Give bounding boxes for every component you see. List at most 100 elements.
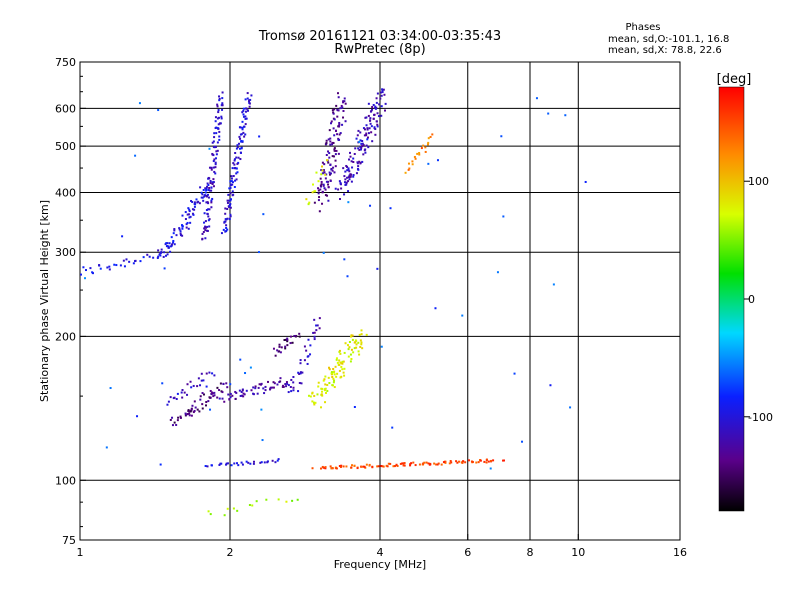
data-point [211,197,214,200]
data-point [166,245,169,248]
data-point [356,161,359,164]
data-point [242,113,245,116]
data-point [157,109,160,112]
data-point [321,169,324,172]
data-point [321,387,324,390]
data-point [196,408,199,411]
data-point [216,103,219,106]
data-point [223,514,226,517]
data-point [286,337,289,340]
data-point [221,397,224,400]
data-point [342,371,345,374]
data-point [221,391,224,394]
data-point [331,155,334,158]
data-point [391,426,394,429]
data-point [389,207,392,210]
data-point [175,234,178,237]
data-point [369,117,372,120]
data-point [354,147,357,150]
data-point [330,467,333,470]
data-point [83,277,86,280]
data-point [231,183,234,186]
data-point [411,160,414,163]
data-point [485,461,488,464]
data-point [203,195,206,198]
data-point [206,182,209,185]
data-point [245,117,248,120]
data-point [461,314,464,317]
data-point [205,229,208,232]
data-point [321,191,324,194]
data-point [338,359,341,362]
data-point [191,201,194,204]
data-point [375,97,378,100]
data-point [309,353,312,356]
data-point [276,459,279,462]
data-point [343,258,346,261]
data-point [309,344,312,347]
data-point [242,395,245,398]
data-point [334,159,337,162]
data-point [327,376,330,379]
data-point [193,208,196,211]
data-point [260,382,263,385]
data-point [285,385,288,388]
data-point [535,97,538,100]
data-point [333,149,336,152]
data-point [230,175,233,178]
x-tick-label: 10 [571,546,585,559]
data-point [213,170,216,173]
data-point [211,183,214,186]
data-point [225,382,228,385]
data-point [292,381,295,384]
data-point [218,95,221,98]
data-point [317,180,320,183]
data-point [218,135,221,138]
data-point [198,410,201,413]
data-point [272,381,275,384]
data-point [208,208,211,211]
data-point [338,369,341,372]
data-points [80,88,587,517]
data-point [286,340,289,343]
data-point [341,362,344,365]
data-point [344,183,347,186]
data-point [353,405,356,408]
data-point [236,509,239,512]
data-point [337,137,340,140]
data-point [234,152,237,155]
data-point [328,171,331,174]
data-point [240,140,243,143]
data-point [343,193,346,196]
data-point [338,133,341,136]
data-point [349,353,352,356]
data-point [361,347,364,350]
data-point [98,264,101,267]
data-point [232,162,235,165]
data-point [376,123,379,126]
data-point [211,141,214,144]
data-point [349,151,352,154]
data-point [211,181,214,184]
data-point [385,464,388,467]
data-point [286,382,289,385]
data-point [333,148,336,151]
data-point [300,382,303,385]
data-point [230,180,233,183]
data-point [291,499,294,502]
data-point [332,381,335,384]
data-point [305,198,308,201]
data-point [236,162,239,165]
data-point [238,389,241,392]
data-point [227,193,230,196]
data-point [369,204,372,207]
data-point [490,459,493,462]
data-point [362,153,365,156]
data-point [214,172,217,175]
data-point [381,91,384,94]
data-point [321,172,324,175]
data-point [376,92,379,95]
data-point [335,467,338,470]
data-point [207,202,210,205]
data-point [399,462,402,465]
